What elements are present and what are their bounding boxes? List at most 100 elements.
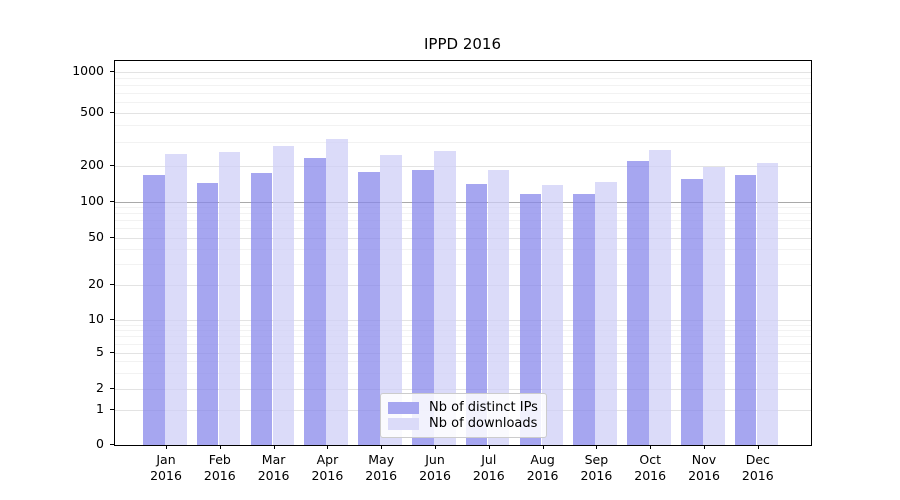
x-tick-month: Apr	[316, 452, 339, 467]
gridline-minor	[115, 248, 811, 250]
bar-ips-oct	[627, 161, 649, 445]
x-tick-year: 2016	[150, 467, 182, 483]
gridline-minor	[115, 324, 811, 326]
bar-ips-feb	[196, 183, 219, 445]
y-tick-label: 1	[96, 401, 104, 416]
legend-label: Nb of distinct IPs	[429, 400, 538, 415]
x-tick-month: Feb	[208, 452, 231, 467]
bar-downloads-oct	[649, 150, 671, 445]
x-tick	[650, 445, 652, 449]
x-tick	[488, 445, 490, 449]
x-tick	[381, 445, 383, 449]
legend: Nb of distinct IPs Nb of downloads	[380, 393, 547, 438]
y-tick	[110, 71, 114, 72]
x-tick-month: Sep	[584, 452, 609, 467]
x-tick	[435, 445, 436, 449]
x-tick-label: Jan 2016	[138, 452, 194, 483]
x-tick-label: Oct 2016	[622, 452, 678, 483]
x-tick-month: Oct	[639, 452, 661, 467]
y-tick-label: 100	[80, 193, 104, 208]
bar-ips-aug	[519, 194, 542, 445]
gridline-minor	[115, 206, 811, 208]
x-tick	[273, 445, 275, 449]
bar-ips-may	[358, 172, 380, 445]
y-tick-label: 20	[88, 276, 104, 291]
bar-ips-mar	[250, 172, 273, 445]
y-tick-label: 50	[88, 229, 104, 244]
bar-ips-nov	[681, 179, 703, 445]
y-tick-label: 0	[96, 436, 104, 451]
bar-ips-dec	[734, 175, 757, 445]
bar-downloads-nov	[703, 167, 725, 445]
x-tick-year: 2016	[203, 467, 236, 483]
x-tick-label: Mar 2016	[246, 452, 302, 483]
x-tick-year: 2016	[365, 467, 398, 483]
bar-downloads-jun	[434, 151, 456, 445]
gridline-minor	[115, 84, 811, 86]
gridline-major	[115, 319, 811, 321]
x-tick	[327, 445, 329, 449]
gridline-minor	[115, 361, 811, 363]
x-tick-month: May	[368, 452, 395, 467]
x-tick	[219, 445, 221, 449]
y-tick	[110, 201, 114, 202]
bar-ips-sep	[573, 193, 596, 445]
bar-downloads-may	[380, 154, 402, 445]
x-tick-label: Feb 2016	[192, 452, 248, 483]
x-tick-year: 2016	[257, 467, 290, 483]
y-tick	[110, 319, 114, 320]
legend-swatch	[388, 417, 419, 430]
gridline-major	[115, 201, 811, 203]
x-tick	[704, 445, 705, 449]
x-tick-month: Nov	[691, 452, 717, 467]
y-tick	[110, 284, 114, 285]
bar-downloads-jan	[165, 153, 187, 445]
chart-title: IPPD 2016	[423, 35, 501, 53]
y-tick	[110, 237, 114, 238]
legend-item: Nb of downloads	[388, 416, 540, 431]
bar-ips-jun	[412, 170, 434, 445]
bar-ips-jan	[143, 175, 165, 445]
y-tick	[110, 388, 114, 389]
x-tick-year: 2016	[634, 467, 667, 483]
x-tick-year: 2016	[741, 467, 774, 483]
bar-downloads-feb	[218, 151, 241, 445]
x-tick-label: Aug 2016	[515, 452, 571, 483]
gridline-minor	[115, 372, 811, 374]
y-tick-label: 10	[88, 311, 104, 326]
y-tick	[110, 165, 114, 166]
plot-area	[114, 60, 812, 446]
y-tick-label: 500	[80, 104, 104, 119]
x-tick-month: Mar	[261, 452, 286, 467]
gridline-major	[115, 71, 811, 73]
bar-downloads-apr	[326, 139, 349, 445]
gridline-minor	[115, 77, 811, 79]
x-tick-label: Nov 2016	[676, 452, 732, 483]
gridline-minor	[115, 330, 811, 332]
x-tick	[757, 445, 759, 449]
gridline-minor	[115, 101, 811, 103]
x-tick	[596, 445, 598, 449]
x-tick-month: Jun	[425, 452, 445, 467]
gridline-minor	[115, 228, 811, 230]
gridline-minor	[115, 343, 811, 345]
x-tick-month: Dec	[745, 452, 770, 467]
y-tick-label: 200	[80, 157, 104, 172]
x-tick-month: Jan	[156, 452, 176, 467]
bar-downloads-dec	[756, 163, 779, 445]
gridline-major	[115, 284, 811, 286]
gridline-major	[115, 165, 811, 167]
bar-ips-jul	[465, 183, 488, 445]
gridline-major	[115, 388, 811, 390]
x-tick	[542, 445, 544, 449]
gridline-minor	[115, 213, 811, 215]
x-tick-month: Jul	[481, 452, 497, 467]
bar-ips-apr	[304, 157, 327, 445]
gridline-minor	[115, 263, 811, 265]
gridline-minor	[115, 220, 811, 222]
x-tick-year: 2016	[688, 467, 720, 483]
legend-swatch	[388, 401, 419, 414]
bar-downloads-jul	[487, 170, 510, 445]
x-tick-year: 2016	[419, 467, 451, 483]
